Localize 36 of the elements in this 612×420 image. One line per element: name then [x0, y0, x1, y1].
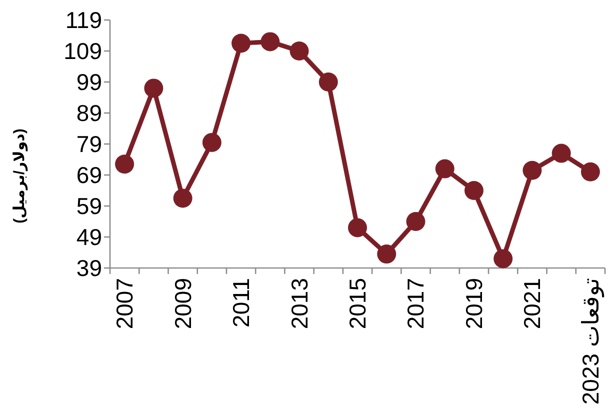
point — [318, 72, 338, 92]
y-tick-label: 79 — [76, 131, 102, 157]
x-tick-label: 2017 — [402, 278, 429, 330]
point — [494, 249, 513, 268]
y-tick-label: 39 — [76, 255, 102, 281]
y-tick-label: 49 — [76, 224, 102, 250]
point — [348, 218, 367, 238]
point — [464, 181, 484, 200]
point — [377, 244, 396, 264]
y-tick-label: 89 — [76, 100, 102, 126]
y-tick-label: 119 — [65, 7, 102, 33]
x-tick-label: 2013 — [286, 278, 312, 330]
x-tick-label: 2019 — [460, 278, 487, 330]
x-tick-label: 2009 — [170, 278, 196, 330]
point — [522, 160, 542, 180]
y-tick-label: 109 — [64, 38, 102, 64]
point — [260, 32, 280, 52]
x-tick-label: 2011 — [228, 278, 254, 328]
x-tick-label: توقعات 2023 — [577, 278, 604, 405]
x-tick-label: 2015 — [344, 278, 370, 330]
point — [232, 34, 251, 53]
y-axis-title: (دولار/برميل) — [11, 128, 28, 224]
point — [202, 132, 222, 152]
point — [115, 154, 134, 174]
point — [406, 212, 426, 231]
point — [290, 42, 309, 60]
point — [580, 162, 600, 182]
point — [173, 188, 192, 208]
x-tick-label: 2021 — [519, 278, 546, 330]
x-tick-label: 2007 — [112, 278, 138, 330]
y-tick-label: 59 — [76, 193, 102, 219]
point — [435, 159, 454, 178]
point — [144, 78, 164, 98]
y-tick-label: 99 — [76, 69, 102, 95]
y-tick-label: 69 — [76, 162, 102, 188]
point — [552, 144, 571, 163]
